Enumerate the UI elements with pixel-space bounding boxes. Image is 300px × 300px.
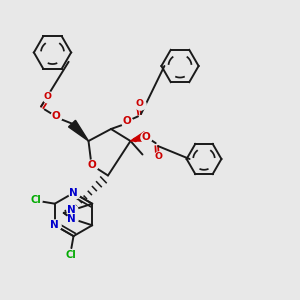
Text: O: O bbox=[122, 116, 131, 127]
Text: Cl: Cl bbox=[31, 195, 42, 205]
Polygon shape bbox=[68, 120, 88, 141]
Text: O: O bbox=[44, 92, 52, 101]
Text: O: O bbox=[87, 160, 96, 170]
Text: O: O bbox=[51, 111, 60, 121]
Text: N: N bbox=[67, 206, 76, 215]
Polygon shape bbox=[130, 132, 147, 141]
Text: O: O bbox=[155, 152, 163, 161]
Text: N: N bbox=[67, 214, 76, 224]
Text: O: O bbox=[136, 99, 143, 108]
Text: O: O bbox=[141, 131, 150, 142]
Text: N: N bbox=[69, 188, 78, 198]
Text: N: N bbox=[50, 220, 59, 230]
Text: Cl: Cl bbox=[65, 250, 76, 260]
